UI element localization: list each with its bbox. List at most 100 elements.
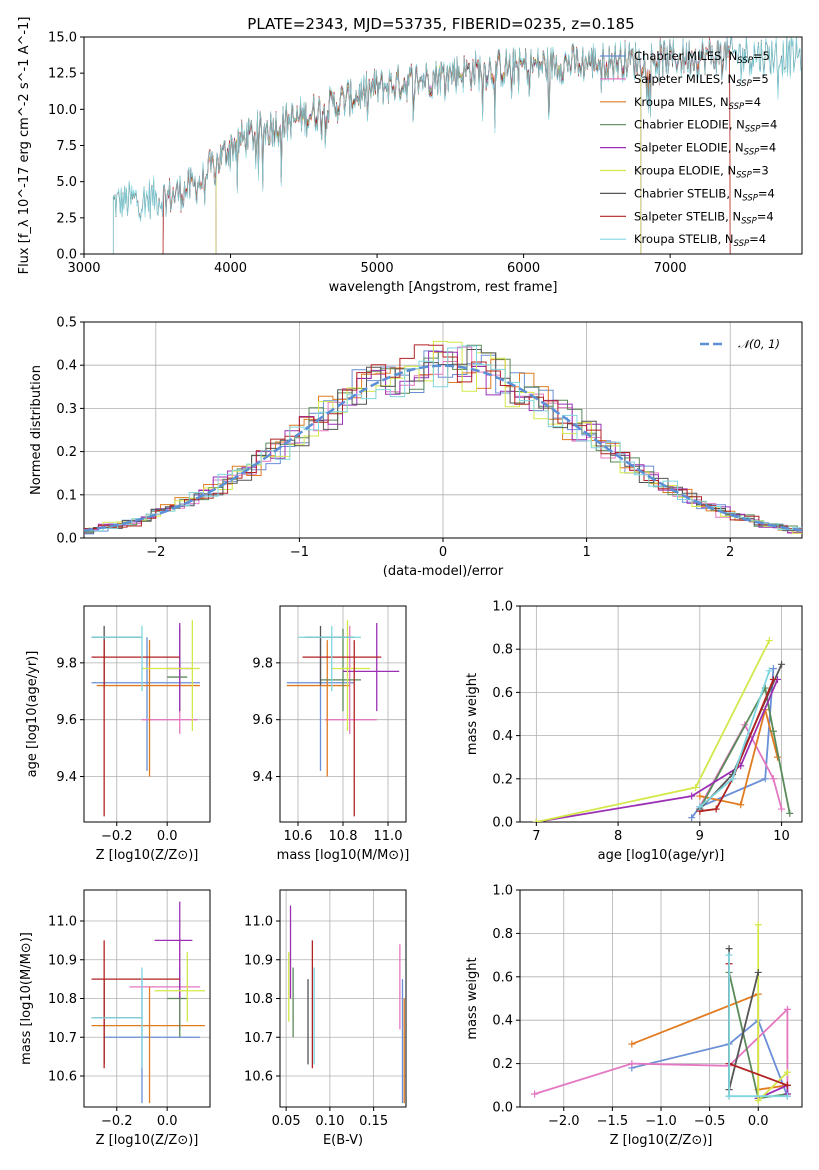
massweight_vs_Z-xtick-label: −1.0 [645,1114,677,1129]
spectrum-legend-label: Chabrier MILES, NSSP=5 [634,49,770,66]
spectrum-legend-label: Kroupa ELODIE, NSSP=3 [634,164,769,181]
massweight_vs_age-marker-chabrier-elodie [786,809,794,817]
age_vs_mass-frame [279,605,407,823]
age_vs_mass-xtick-label: 10.6 [284,829,313,844]
age_vs_Z-errorbars [91,620,200,817]
age_vs_mass-xtick-label: 11.0 [374,829,403,844]
massweight_vs_Z-marker-kroupa-elodie [754,921,762,929]
spectrum-lines [112,37,802,254]
figure-title: PLATE=2343, MJD=53735, FIBERID=0235, z=0… [247,15,634,33]
massweight_vs_age-marker-chabrier-miles [688,814,696,822]
panels-group: 3000 4000 5000 6000 70000.02.55.07.510.012.5… [17,17,803,1148]
massweight_vs_Z-ytick-label: 0.8 [492,927,513,942]
spectrum-xlabel: wavelength [Angstrom, rest frame] [329,280,558,295]
massweight_vs_age-marker-kroupa-stelib [729,775,737,783]
spectrum-ytick-label: 2.5 [56,211,77,226]
residuals-ytick-label: 0.5 [56,316,77,331]
spectrum-ytick-label: 5.0 [56,175,77,190]
spectrum-legend-label: Salpeter MILES, NSSP=5 [634,72,769,89]
age_vs_mass-ytick-label: 9.4 [252,770,273,785]
massweight_vs_Z-marker-kroupa-elodie [754,1096,762,1104]
mass_vs_ebv-xlabel: E(B-V) [323,1133,363,1148]
age_vs_mass-ytick-label: 9.6 [252,713,273,728]
spectrum-axes: 3000 4000 5000 6000 7000 0.0 2.5 5.0 7.5 10.0 12.5… [17,17,803,295]
age_vs_Z-axes: −0.2 0.0 9.4 9.6 9.8 Z [log10(Z/Z⊙)] age [log1… [25,605,211,863]
residuals-gaussian-curve [84,364,802,532]
massweight_vs_age-marker-salpeter-stelib [712,805,720,813]
massweight_vs_age-xtick-label: 7 [532,829,540,844]
mass_vs_Z-ytick-label: 10.6 [48,1070,77,1085]
residuals-xtick-label: 2 [726,545,734,560]
massweight_vs_age-marker-salpeter-miles [769,775,777,783]
massweight_vs_age-ytick-label: 0.2 [492,772,513,787]
age_vs_mass-xlabel: mass [log10(M/M⊙)] [277,848,410,863]
mass_vs_Z-ytick-label: 10.7 [48,1031,77,1046]
massweight_vs_Z-marker-salpeter-stelib [783,1081,791,1089]
mass_vs_Z-ytick-label: 10.8 [48,992,77,1007]
massweight_vs_Z-xtick-label: −0.5 [694,1114,726,1129]
massweight_vs_Z-marker-chabrier-stelib [754,968,762,976]
massweight_vs_Z-marker-kroupa-miles [628,1040,636,1048]
massweight_vs_age-xlabel: age [log10(age/yr)] [598,848,725,863]
mass_vs_ebv-errorbars [288,905,405,1104]
massweight_vs_age-ytick-label: 0.4 [492,729,513,744]
spectrum-legend-label: Kroupa STELIB, NSSP=4 [634,232,766,249]
mass_vs_ebv-xtick-label: 0.05 [272,1114,301,1129]
age_vs_mass-xtick-label: 10.8 [329,829,358,844]
massweight_vs_Z-xlabel: Z [log10(Z/Z⊙)] [610,1133,713,1148]
age_vs_Z-ytick-label: 9.8 [56,656,77,671]
age_vs_Z-ylabel: age [log10(age/yr)] [25,651,40,778]
massweight_vs_age-ytick-label: 0.0 [492,816,513,831]
massweight_vs_age-marker-kroupa-elodie [532,818,540,822]
age_vs_Z-frame [83,605,211,823]
massweight_vs_age-series-chabrier-miles [690,668,775,819]
residuals-ytick-label: 0.2 [56,445,77,460]
massweight_vs_Z-ytick-label: 0.2 [492,1057,513,1072]
age_vs_Z-ytick-label: 9.4 [56,770,77,785]
massweight_vs_Z-marker-salpeter-miles [783,1005,791,1013]
spectrum-ylabel: Flux [f_λ 10^-17 erg cm^-2 s^-1 A^-1] [17,17,32,275]
age_vs_mass-errorbars [286,620,400,817]
massweight_vs_age-marker-kroupa-elodie [765,637,773,645]
spectrum-xtick-label: 7000 [654,261,687,276]
residuals-ytick-label: 0.1 [56,488,77,503]
spectrum-ytick-label: 15.0 [48,31,77,46]
massweight_vs_age-marker-salpeter-miles [778,805,786,813]
spectrum-legend-label: Chabrier STELIB, NSSP=4 [634,186,775,203]
residuals-legend-label: 𝒩(0, 1) [738,337,780,351]
spectrum-xtick-label: 6000 [507,261,540,276]
spectrum-frame [83,36,803,255]
massweight_vs_age-ylabel: mass weight [465,673,480,755]
spectrum-legend: Chabrier MILES, NSSP=5 Salpeter MILES, NS… [600,49,777,249]
age_vs_Z-ytick-label: 9.6 [56,713,77,728]
residuals-hist-salpeter-stelib [84,344,802,534]
spectrum-ytick-label: 7.5 [56,139,77,154]
massweight_vs_Z-marker-kroupa-stelib [725,1092,733,1100]
massweight_vs_Z-ytick-label: 1.0 [492,884,513,899]
residuals-xtick-label: −2 [146,545,165,560]
mass_vs_ebv-ytick-label: 10.9 [244,953,273,968]
massweight_vs_Z-marker-kroupa-stelib [725,951,733,959]
mass_vs_Z-ylabel: mass [log10(M/M⊙)] [19,932,34,1065]
massweight_vs_age-xtick-label: 8 [614,829,622,844]
mass_vs_ebv-ytick-label: 10.6 [244,1070,273,1085]
residuals-xtick-label: 0 [439,545,447,560]
massweight_vs_Z-xtick-label: 0.0 [748,1114,769,1129]
massweight_vs_age-frame [519,605,803,823]
massweight_vs_Z-marker-salpeter-miles [531,1090,539,1098]
residuals-ylabel: Normed distribution [29,365,44,495]
massweight_vs_age-xtick-label: 9 [696,829,704,844]
massweight_vs_age-marker-chabrier-miles [769,665,777,673]
residuals-xtick-label: −1 [290,545,309,560]
massweight_vs_Z-ytick-label: 0.4 [492,1014,513,1029]
massweight_vs_Z-xtick-label: −2.0 [548,1114,580,1129]
mass_vs_ebv-xtick-label: 0.15 [359,1114,388,1129]
spectrum-legend-label: Salpeter STELIB, NSSP=4 [634,209,774,226]
residuals-legend: 𝒩(0, 1) [700,337,780,351]
massweight_vs_age-series-salpeter-elodie [536,679,779,822]
mass_vs_Z-ytick-label: 10.9 [48,953,77,968]
mass_vs_ebv-axes: 0.05 0.10 0.15 10.6 10.7 10.8 10.9 11.0 E(B-V) [244,889,407,1148]
massweight_vs_Z-marker-kroupa-stelib [783,1092,791,1100]
massweight_vs_age-marker-salpeter-stelib [769,675,777,683]
massweight_vs_Z-ytick-label: 0.6 [492,970,513,985]
